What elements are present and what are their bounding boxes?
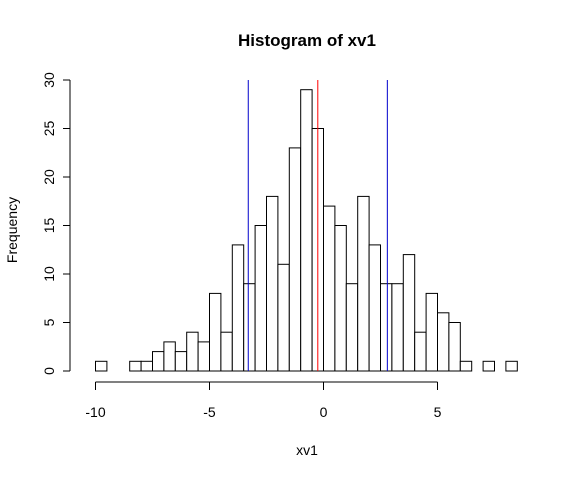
histogram-bars bbox=[95, 89, 518, 372]
histogram-bar bbox=[425, 292, 439, 372]
x-tick-label: 0 bbox=[320, 404, 328, 420]
y-axis: 0 5 10 15 20 25 30 bbox=[41, 72, 71, 375]
histogram-bar bbox=[197, 341, 211, 372]
histogram-bar bbox=[402, 254, 416, 372]
y-tick-label: 20 bbox=[41, 169, 57, 185]
histogram-bar bbox=[266, 195, 279, 372]
histogram-bar bbox=[323, 205, 336, 372]
x-tick-label: -10 bbox=[85, 404, 105, 420]
histogram-bar bbox=[380, 283, 393, 372]
histogram-bar bbox=[243, 283, 256, 372]
y-tick-label: 15 bbox=[41, 218, 57, 234]
x-tick-label: -5 bbox=[203, 404, 216, 420]
histogram-bar bbox=[288, 147, 302, 372]
histogram-bar bbox=[140, 360, 154, 372]
y-tick-label: 5 bbox=[41, 318, 57, 326]
histogram-bar bbox=[152, 351, 165, 372]
x-tick-label: 5 bbox=[434, 404, 442, 420]
histogram-bar bbox=[334, 225, 347, 372]
y-axis-label: Frequency bbox=[4, 197, 20, 263]
histogram-bar bbox=[95, 360, 108, 372]
chart-title: Histogram of xv1 bbox=[238, 31, 376, 50]
reference-lines bbox=[247, 80, 388, 371]
histogram-bar bbox=[357, 195, 370, 372]
histogram-bar bbox=[254, 225, 268, 372]
histogram-bar bbox=[174, 351, 188, 372]
y-tick-label: 0 bbox=[41, 367, 57, 375]
histogram-bar bbox=[220, 331, 233, 372]
histogram-bar bbox=[459, 360, 473, 372]
histogram-bar bbox=[448, 322, 461, 372]
x-axis: -10 -5 0 5 bbox=[85, 381, 442, 420]
histogram-bar bbox=[505, 360, 518, 372]
histogram-bar bbox=[437, 312, 450, 372]
histogram-bar bbox=[129, 360, 142, 372]
histogram-bar bbox=[231, 244, 245, 372]
x-axis-label: xv1 bbox=[296, 442, 318, 458]
y-tick-label: 10 bbox=[41, 266, 57, 282]
histogram-bar bbox=[186, 331, 199, 372]
histogram-bar bbox=[391, 283, 404, 372]
y-tick-label: 25 bbox=[41, 121, 57, 137]
histogram-bar bbox=[482, 360, 496, 372]
histogram-bar bbox=[414, 331, 427, 372]
histogram-bar bbox=[345, 283, 359, 372]
histogram-bar bbox=[277, 263, 290, 372]
histogram-bar bbox=[209, 292, 222, 372]
histogram-bar bbox=[300, 89, 313, 372]
histogram-bar bbox=[368, 244, 382, 372]
histogram-bar bbox=[163, 341, 176, 372]
y-tick-label: 30 bbox=[41, 72, 57, 88]
